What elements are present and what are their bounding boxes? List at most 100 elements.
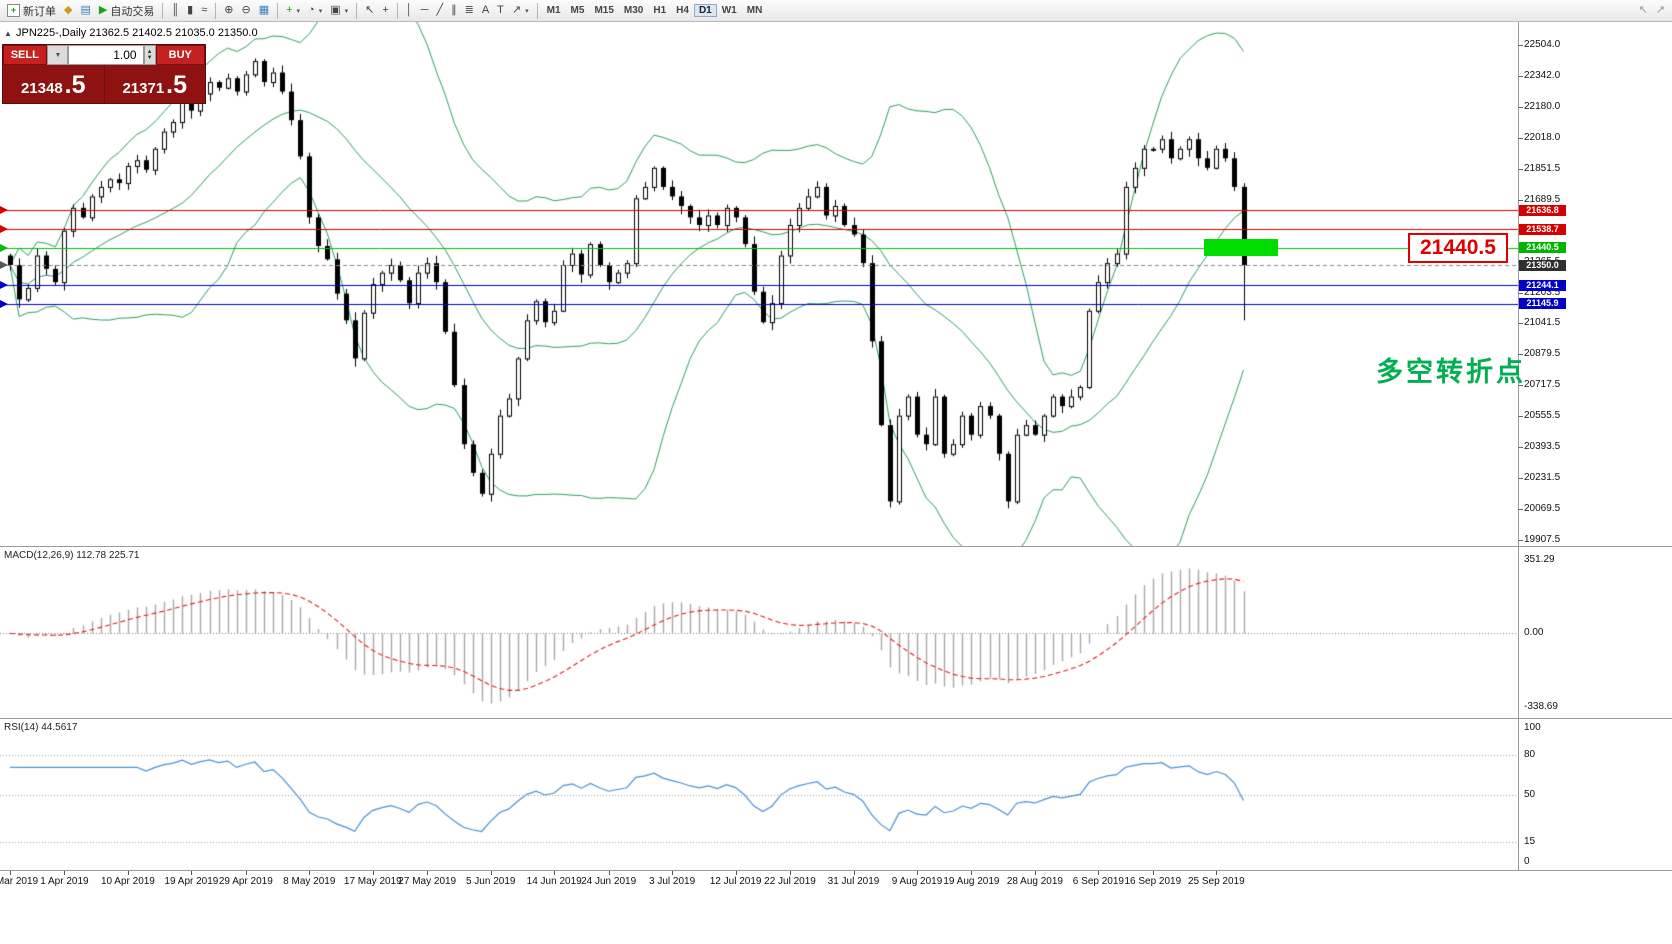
time-scale-tick <box>427 871 429 875</box>
time-scale-tick <box>245 871 247 875</box>
price-scale-tick <box>1518 540 1523 541</box>
time-scale-tick <box>608 871 610 875</box>
hline-handle-icon[interactable] <box>0 225 8 234</box>
timeframe-button-m1[interactable]: M1 <box>546 5 561 16</box>
volume-stepper[interactable]: ▲ ▼ <box>143 45 156 65</box>
date-label: 25 Sep 2019 <box>1187 876 1245 887</box>
bar-chart-mode-button[interactable]: ║ <box>167 1 183 21</box>
price-scale-label: 21203.5 <box>1524 286 1561 298</box>
sell-price-button[interactable]: 21348 .5 <box>3 65 104 103</box>
sell-button[interactable]: SELL <box>3 45 47 65</box>
date-label: 22 Mar 2019 <box>0 876 39 887</box>
templates-icon: ▣ <box>330 4 341 16</box>
highlight-rectangle-object[interactable] <box>1204 239 1278 256</box>
date-label: 28 Aug 2019 <box>1006 876 1063 887</box>
time-scale-tick <box>672 871 674 875</box>
timeframe-button-h4[interactable]: H4 <box>676 5 689 16</box>
price-badge: 21244.1 <box>1519 279 1566 291</box>
rsi-canvas[interactable] <box>0 719 1518 870</box>
price-scale-label: 20717.5 <box>1524 379 1561 391</box>
horizontal-line-button[interactable]: ─ <box>417 1 433 21</box>
line-chart-mode-button[interactable]: ≈ <box>197 1 211 21</box>
cursor-button[interactable]: ↖ <box>361 1 378 21</box>
toolbar-separator <box>356 2 358 19</box>
zoom-out-button[interactable]: ⊖ <box>237 1 254 21</box>
new-order-icon: + <box>7 4 20 17</box>
hline-handle-icon[interactable] <box>0 299 8 308</box>
periods-button[interactable]: ◔ ▾ <box>304 1 326 21</box>
vertical-line-button[interactable]: │ <box>402 1 417 21</box>
timeframe-button-w1[interactable]: W1 <box>721 5 737 16</box>
crosshair-button[interactable]: + <box>378 1 392 21</box>
price-chart-canvas[interactable] <box>0 22 1518 546</box>
chevron-down-icon: ▼ <box>54 51 62 59</box>
rsi-panel-splitter[interactable] <box>0 718 1672 719</box>
date-label: 17 May 2019 <box>343 876 402 887</box>
price-scale-label: 20555.5 <box>1524 410 1561 422</box>
dropdown-arrow-icon: ▾ <box>318 7 323 15</box>
new-order-button[interactable]: + 新订单 <box>3 1 60 21</box>
arrows-icon: ↗ <box>511 4 522 16</box>
market-watch-button[interactable]: ▤ <box>76 1 94 21</box>
timeframe-button-m30[interactable]: M30 <box>623 5 644 16</box>
auto-trading-button[interactable]: ▶ 自动交易 <box>95 1 158 21</box>
price-scale-label: 20879.5 <box>1524 348 1561 360</box>
trendline-button[interactable]: ╱ <box>432 1 447 21</box>
trade-options-dropdown[interactable]: ▼ <box>46 45 69 65</box>
date-label: 9 Aug 2019 <box>891 876 943 887</box>
tile-windows-button[interactable]: ▦ <box>255 1 273 21</box>
price-scale-label: 20393.5 <box>1524 441 1561 453</box>
volume-input[interactable]: 1.00 <box>68 45 144 65</box>
timeframe-button-m15[interactable]: M15 <box>594 5 614 16</box>
timeframe-button-m5[interactable]: M5 <box>570 5 585 16</box>
dock-arrow-button[interactable]: ↗ <box>1652 1 1669 21</box>
time-scale-border <box>0 870 1672 871</box>
toolbar-separator <box>396 2 398 19</box>
buy-price-button[interactable]: 21371 .5 <box>105 65 206 103</box>
text-button[interactable]: A <box>478 1 493 21</box>
hline-handle-icon[interactable] <box>0 261 8 270</box>
candlestick-mode-button[interactable]: ▮ <box>183 1 197 21</box>
timeframe-button-d1[interactable]: D1 <box>693 4 717 17</box>
arrows-button[interactable]: ↗ ▾ <box>508 1 533 21</box>
price-scale-tick <box>1518 137 1523 139</box>
text-label-button[interactable]: T <box>493 1 508 21</box>
dock-cursor-button[interactable]: ↖ <box>1635 1 1652 21</box>
price-scale-label: 21689.5 <box>1524 193 1561 205</box>
price-badge: 21350.0 <box>1519 259 1566 271</box>
time-scale-tick <box>1034 871 1036 875</box>
stepper-down-icon: ▼ <box>146 55 153 61</box>
price-badge: 21145.9 <box>1519 298 1566 310</box>
chart-title: JPN225-,Daily 21362.5 21402.5 21035.0 21… <box>16 27 258 39</box>
timeframe-button-h1[interactable]: H1 <box>653 5 667 16</box>
hline-handle-icon[interactable] <box>0 243 8 252</box>
auto-trading-icon: ▶ <box>98 4 108 16</box>
zoom-in-button[interactable]: ⊕ <box>220 1 237 21</box>
macd-panel-splitter[interactable] <box>0 546 1672 547</box>
turning-point-note[interactable]: 多空转折点 <box>1376 357 1526 387</box>
profiles-icon: ◆ <box>64 4 73 16</box>
trendline-icon: ╱ <box>436 4 444 16</box>
macd-canvas[interactable] <box>0 547 1518 718</box>
timeframe-button-mn[interactable]: MN <box>746 5 763 16</box>
rsi-scale-label: 0 <box>1524 856 1530 867</box>
channel-button[interactable]: ∥ <box>447 1 461 21</box>
fibonacci-button[interactable]: ≣ <box>461 1 478 21</box>
fibonacci-icon: ≣ <box>464 4 474 16</box>
buy-button[interactable]: BUY <box>155 45 205 65</box>
time-scale-tick <box>127 871 129 875</box>
hline-handle-icon[interactable] <box>0 281 8 290</box>
templates-button[interactable]: ▣ ▾ <box>326 1 352 21</box>
price-scale-tick <box>1518 75 1523 77</box>
horizontal-line-icon: ─ <box>420 4 429 16</box>
toolbar-separator <box>536 2 538 19</box>
one-click-toggle-icon[interactable]: ▲ <box>4 29 12 38</box>
price-scale-label: 22018.0 <box>1524 131 1561 143</box>
indicators-button[interactable]: + ▾ <box>282 1 304 21</box>
hline-handle-icon[interactable] <box>0 206 8 215</box>
profiles-button[interactable]: ◆ <box>60 1 76 21</box>
price-callout-label[interactable]: 21440.5 <box>1408 233 1508 263</box>
dock-arrow-icon: ↗ <box>1655 4 1665 16</box>
toolbar-separator <box>277 2 279 19</box>
